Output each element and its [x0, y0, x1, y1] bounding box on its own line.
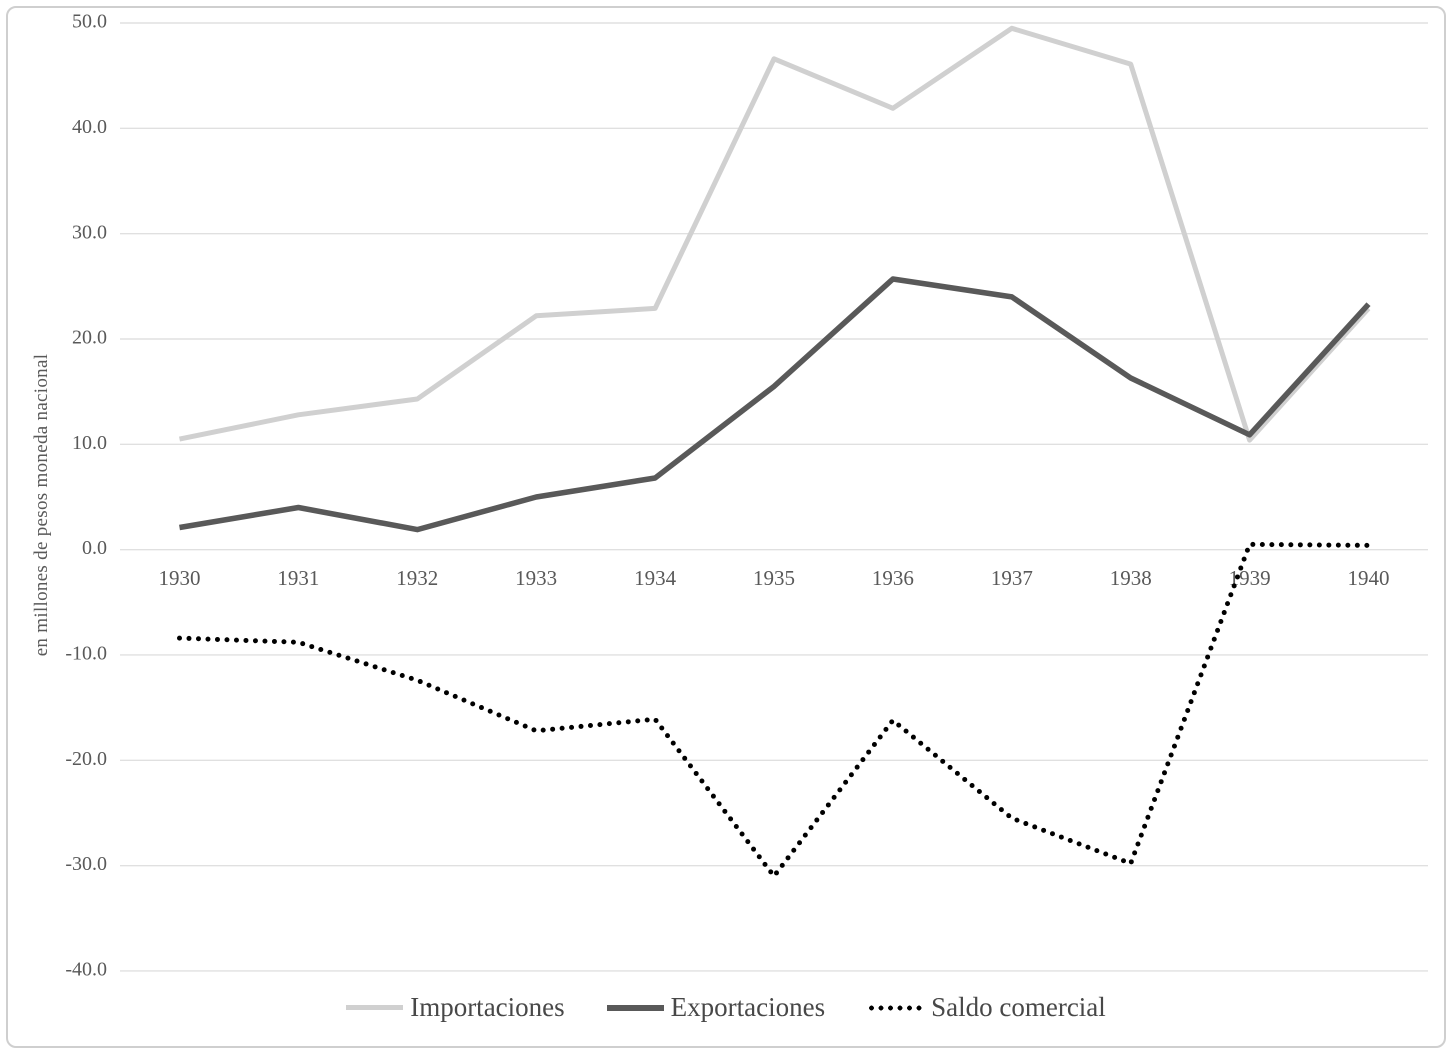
legend-item-exportaciones: Exportaciones: [606, 992, 826, 1023]
x-tick-label: 1940: [1348, 566, 1390, 590]
x-tick-label: 1935: [753, 566, 795, 590]
y-tick-label: -10.0: [65, 643, 107, 665]
saldo-comercial-line-swatch: [867, 1004, 925, 1011]
legend-label-importaciones: Importaciones: [410, 992, 565, 1022]
y-tick-label: -20.0: [65, 748, 107, 770]
importaciones-line-swatch: [346, 1005, 404, 1010]
x-tick-label: 1931: [277, 566, 319, 590]
exportaciones-line-swatch: [606, 1004, 664, 1011]
legend-item-importaciones: Importaciones: [346, 992, 565, 1023]
y-tick-label: 40.0: [72, 116, 107, 138]
y-tick-label: 50.0: [72, 11, 107, 33]
legend: Importaciones Exportaciones Saldo comerc…: [0, 992, 1452, 1023]
legend-label-exportaciones: Exportaciones: [670, 992, 826, 1022]
x-tick-label: 1930: [158, 566, 200, 590]
x-tick-label: 1932: [396, 566, 438, 590]
x-tick-label: 1938: [1110, 566, 1152, 590]
y-tick-label: -40.0: [65, 959, 107, 981]
y-tick-label: 0.0: [82, 537, 107, 559]
y-tick-label: -30.0: [65, 853, 107, 875]
legend-label-saldo-comercial: Saldo comercial: [931, 992, 1106, 1022]
x-tick-label: 1936: [872, 566, 914, 590]
x-tick-label: 1937: [991, 566, 1033, 590]
y-tick-label: 10.0: [72, 432, 107, 454]
y-tick-label: 20.0: [72, 327, 107, 349]
legend-item-saldo-comercial: Saldo comercial: [867, 992, 1106, 1023]
series-line-saldo-comercial: [177, 541, 1371, 879]
series-line-importaciones: [178, 25, 1371, 443]
x-tick-label: 1933: [515, 566, 557, 590]
y-axis-title: en millones de pesos moneda nacional: [31, 353, 52, 657]
series-line-exportaciones: [179, 276, 1371, 533]
x-tick-label: 1934: [634, 566, 677, 590]
y-tick-label: 30.0: [72, 221, 107, 243]
